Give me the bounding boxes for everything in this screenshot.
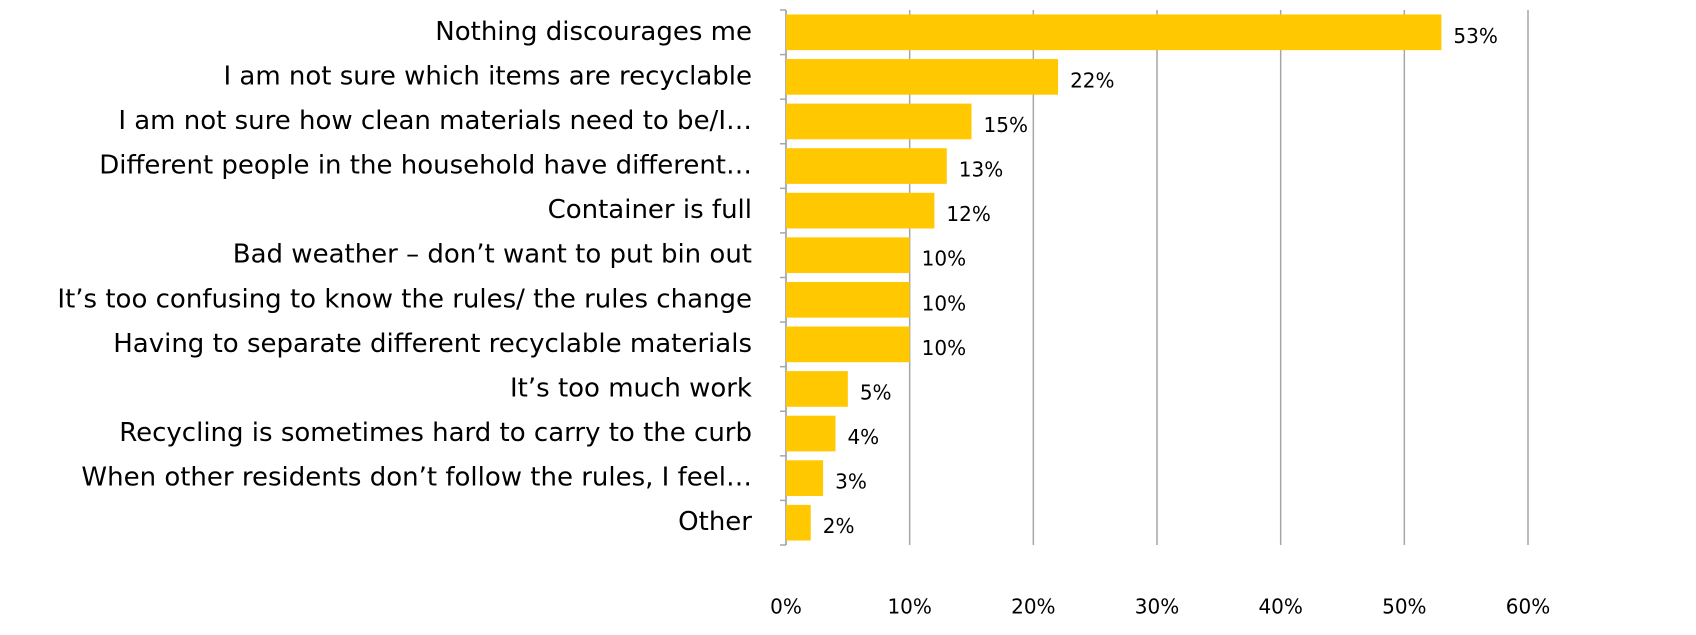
bar: [786, 415, 836, 452]
category-label: Other: [678, 507, 752, 537]
value-label: 5%: [860, 380, 892, 404]
bar: [786, 326, 910, 363]
category-label: Having to separate different recyclable …: [113, 329, 752, 359]
value-label: 12%: [946, 202, 990, 226]
x-tick-label: 50%: [1382, 595, 1426, 619]
category-label: I am not sure which items are recyclable: [223, 61, 752, 91]
value-label: 13%: [959, 158, 1003, 182]
value-label: 53%: [1453, 24, 1497, 48]
bar: [786, 103, 972, 140]
value-label: 22%: [1070, 68, 1114, 92]
value-label: 10%: [922, 247, 966, 271]
bar: [786, 237, 910, 274]
value-label: 10%: [922, 291, 966, 315]
x-tick-label: 0%: [770, 595, 802, 619]
x-tick-label: 30%: [1135, 595, 1179, 619]
value-label: 2%: [823, 514, 855, 538]
value-label: 10%: [922, 336, 966, 360]
bar: [786, 192, 935, 229]
x-tick-label: 60%: [1506, 595, 1550, 619]
bar: [786, 371, 848, 407]
bar: [786, 504, 811, 541]
category-label: Container is full: [548, 195, 752, 225]
value-label: 3%: [835, 470, 867, 494]
category-label: Different people in the household have d…: [99, 151, 752, 181]
value-label: 15%: [984, 113, 1028, 137]
bar: [786, 59, 1059, 95]
category-label: Bad weather – don’t want to put bin out: [233, 240, 752, 270]
value-label: 4%: [847, 425, 879, 449]
bar: [786, 460, 824, 496]
category-label: Recycling is sometimes hard to carry to …: [119, 418, 752, 448]
category-label: Nothing discourages me: [435, 17, 752, 47]
x-tick-label: 20%: [1011, 595, 1055, 619]
bar: [786, 281, 910, 318]
x-tick-label: 10%: [887, 595, 931, 619]
bar: [786, 148, 947, 184]
x-tick-label: 40%: [1258, 595, 1302, 619]
category-label: It’s too confusing to know the rules/ th…: [57, 284, 752, 314]
category-label: It’s too much work: [510, 373, 752, 403]
bar: [786, 14, 1442, 51]
category-label: I am not sure how clean materials need t…: [118, 106, 752, 136]
category-label: When other residents don’t follow the ru…: [81, 463, 752, 493]
